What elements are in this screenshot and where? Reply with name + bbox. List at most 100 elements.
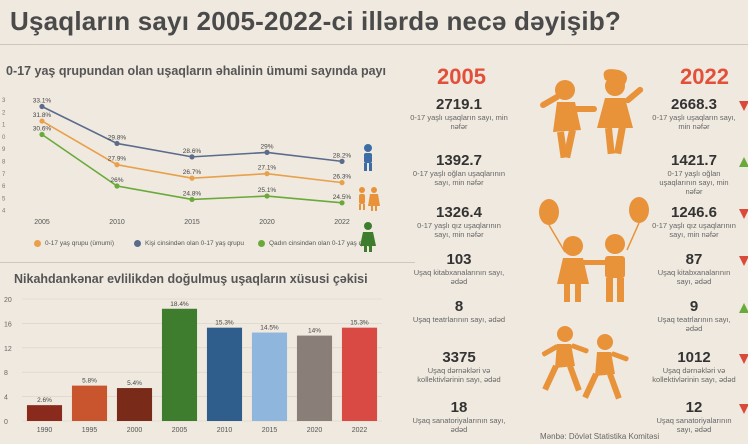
x-tick-label: 1995 [82,427,98,434]
bar-value-label: 15.3% [350,320,369,327]
data-label: 24.5% [333,194,352,201]
stat-item: 1246.6 0-17 yaşlı qız uşaqlarının sayı, m… [650,204,738,239]
trend-down-icon [739,354,748,364]
data-point [264,149,270,155]
stat-value: 12 [685,399,703,416]
stat-value: 103 [446,251,472,268]
data-label: 26.7% [183,169,202,176]
x-tick-label: 2022 [334,219,350,226]
bar-value-label: 14.5% [260,325,279,332]
stat-item: 12 Uşaq sanatoriyalarının sayı, ədəd [650,399,738,434]
data-point [39,103,45,110]
y-tick-label: 4 [4,395,8,402]
data-label: 27.9% [108,156,127,163]
data-point [339,158,345,164]
data-label: 28.6% [183,148,202,155]
bar-value-label: 5.4% [127,380,142,387]
stat-label: Uşaq teatrlarının sayı, ədəd [412,315,506,324]
trend-arrow [739,303,748,313]
legend-dot [34,240,41,247]
bar-chart: 0 4 8 12 16 20 2.6% 1990 5.8% 1995 5.4% 2000 18.4% 20… [4,297,382,434]
data-label: 30.6% [33,125,52,132]
stat-item: 18 Uşaq sanatoriyalarının sayı, ədəd [410,399,508,434]
stat-item: 1392.7 0-17 yaşlı oğlan uşaqlarının sayı,… [410,152,508,187]
x-tick-label: 1990 [37,427,53,434]
data-label: 26.3% [333,174,352,181]
trend-arrow [739,101,748,111]
male-icon [364,144,372,171]
stat-value: 1392.7 [436,152,482,169]
bar [71,385,108,421]
data-label: 33.1% [33,97,52,104]
illustrations [539,69,649,400]
stat-value: 8 [454,298,464,315]
y-tick-label: 12 [4,346,12,353]
source-note: Mənbə: Dövlət Statistika Komitəsi [540,432,660,441]
x-tick-label: 2010 [109,219,125,226]
stat-value: 1246.6 [671,204,717,221]
running-children-icon [541,326,629,400]
legend-item-male: Kişi cinsindən olan 0-17 yaş qrupu [134,240,244,247]
stat-label: Uşaq kitabxanalarının sayı, ədəd [413,268,505,286]
stat-label: 0-17 yaşlı qız uşaqlarının sayı, min nəf… [417,221,501,239]
stat-value: 3375 [442,349,476,366]
female-icon [360,222,376,252]
trend-up-icon [739,303,748,313]
stat-item: 1012 Uşaq dərnəkləri və kollektivlərinin … [650,349,738,384]
stat-item: 8 Uşaq teatrlarının sayı, ədəd [410,298,508,324]
stat-label: 0-17 yaşlı oğlan uşaqlarının sayı, min n… [659,169,729,196]
stat-item: 1421.7 0-17 yaşlı oğlan uşaqlarının sayı,… [650,152,738,196]
y-tick-label: 1 [2,123,6,129]
stat-item: 87 Uşaq kitabxanalarının sayı, ədəd [650,251,738,286]
stat-item: 3375 Uşaq dərnəkləri və kollektivlərinin … [410,349,508,384]
data-point [339,180,345,186]
line-chart-title: 0-17 yaş qrupundan olan uşaqların əhalin… [6,64,386,78]
y-tick-label: 4 [2,209,6,215]
x-tick-label: 2015 [184,219,200,226]
x-tick-label: 2000 [127,427,143,434]
x-tick-label: 2022 [352,427,368,434]
trend-down-icon [739,209,748,219]
y-tick-label: 8 [4,370,8,377]
bar [206,327,243,421]
data-label: 29.8% [108,134,127,141]
bar [341,327,378,421]
stat-item: 9 Uşaq teatrlarının sayı, ədəd [650,298,738,333]
data-point [114,183,120,189]
data-point [39,131,45,138]
stat-label: 0-17 yaşlı oğlan uşaqlarının sayı, min n… [412,169,506,187]
data-label: 29% [260,143,273,150]
data-point [114,162,120,168]
trend-up-icon [739,157,748,167]
trend-arrow [739,256,748,266]
x-tick-label: 2010 [217,427,233,434]
stat-label: 0-17 yaşlı qız uşaqlarının sayı, min nəf… [652,221,736,239]
data-point [339,200,345,206]
year-2005-header: 2005 [437,64,486,89]
data-point [189,196,195,203]
y-tick-label: 5 [2,196,6,202]
stat-label: 0-17 yaşlı uşaqların sayı, min nəfər [652,113,736,131]
x-tick-label: 2020 [259,219,275,226]
data-point [114,140,120,147]
stat-value: 1421.7 [671,152,717,169]
stat-label: Uşaq teatrlarının sayı, ədəd [657,315,731,333]
y-tick-label: 0 [4,419,8,426]
dancing-children-icon [540,69,644,159]
x-tick-label: 2005 [34,219,50,226]
trend-arrow [739,354,748,364]
stat-item: 1326.4 0-17 yaşlı qız uşaqlarının sayı, m… [410,204,508,239]
y-tick-label: 20 [4,297,12,304]
stat-label: Uşaq sanatoriyalarının sayı, ədəd [412,416,506,434]
bar [296,335,333,421]
legend-dot [134,240,141,247]
data-label: 24.8% [183,190,202,197]
gender-icons [359,144,380,252]
page-title: Uşaqların sayı 2005-2022-ci illərdə necə… [10,6,622,36]
year-2022-header: 2022 [680,64,729,89]
x-tick-label: 2015 [262,427,278,434]
data-point [189,154,195,160]
y-tick-label: 3 [2,98,6,104]
trend-arrow [739,157,748,167]
